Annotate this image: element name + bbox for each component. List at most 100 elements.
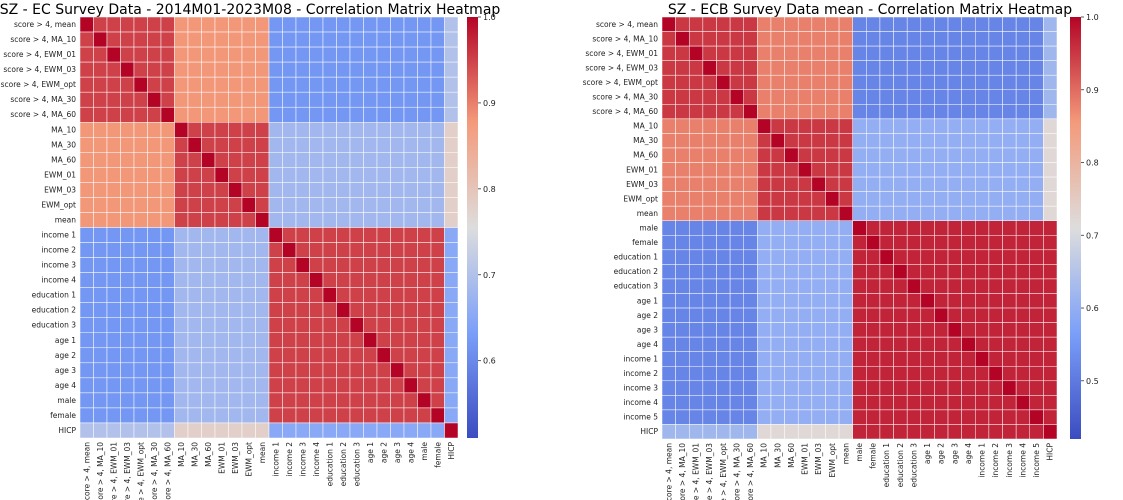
heatmap-cell [920,220,935,236]
heatmap-cell [1002,395,1017,411]
heatmap-cell [934,205,949,221]
heatmap-cell [988,424,1003,440]
heatmap-cell [133,242,148,258]
heatmap-cell [390,302,405,318]
heatmap-cell [906,395,922,411]
heatmap-cell [268,392,283,409]
heatmap-cell [825,380,840,396]
heatmap-cell [363,152,378,168]
heatmap-cell [93,332,108,349]
heatmap-cell [675,409,690,425]
heatmap-cell [947,322,962,338]
heatmap-cell [757,118,772,134]
heatmap-cell [79,407,94,424]
heatmap-cell [661,293,676,309]
x-tick-label: score > 4, MA_10 [678,443,687,500]
heatmap-cell [255,377,270,394]
heatmap-cell [417,272,432,288]
heatmap-cell [228,362,243,379]
heatmap-cell [376,91,391,108]
heatmap-cell [322,122,337,138]
heatmap-cell [770,162,785,178]
y-tick-label: income 4 [41,276,76,285]
heatmap-cell [255,362,270,379]
heatmap-cell [295,392,310,409]
heatmap-cell [390,272,405,288]
y-tick-label: score > 4, EWM_opt [583,78,658,87]
heatmap-cell [309,182,324,198]
heatmap-cell [661,74,676,91]
heatmap-cell [201,362,216,379]
heatmap-cell [852,307,867,323]
heatmap-cell [961,365,976,382]
heatmap-cell [757,176,772,192]
heatmap-cell [825,16,840,32]
heatmap-cell [743,380,758,396]
x-tick-label: male [855,443,864,462]
heatmap-cell [879,307,894,323]
heatmap-cell [879,351,894,367]
heatmap-cell [852,395,867,411]
heatmap-cell [349,272,364,288]
heatmap-cell [228,272,243,288]
heatmap-cell [934,424,949,440]
heatmap-cell [187,317,202,334]
heatmap-cell [268,91,283,108]
heatmap-cell [920,162,935,178]
heatmap-cell [934,31,949,47]
heatmap-cell [444,362,459,379]
heatmap-cell [1029,31,1044,47]
heatmap-cell [920,89,935,105]
heatmap-cell [120,152,135,168]
heatmap-cell [757,336,772,352]
heatmap-cell [975,147,990,163]
heatmap-cell [201,302,216,318]
heatmap-cell [214,347,229,364]
heatmap-cell [403,106,418,123]
heatmap-cell [866,365,881,382]
heatmap-cell [866,45,881,61]
heatmap-cell [403,31,418,48]
heatmap-cell [675,147,690,163]
heatmap-cell [174,422,189,439]
heatmap-cell [838,89,853,105]
heatmap-cell [349,182,364,198]
heatmap-cell [363,347,378,364]
heatmap-cell [770,191,785,207]
heatmap-cell [879,424,894,440]
heatmap-cell [187,302,202,318]
heatmap-cell [743,424,758,440]
heatmap-cell [417,61,432,78]
heatmap-cell [79,46,94,63]
heatmap-cell [363,212,378,228]
heatmap-cell [376,122,391,138]
heatmap-cell [866,380,881,396]
heatmap-cell [852,264,867,280]
heatmap-cell [430,407,445,424]
heatmap-cell [838,133,853,149]
heatmap-cell [241,422,256,439]
heatmap-cell [336,106,351,123]
x-tick-label: score > 4, MA_60 [163,442,172,500]
heatmap-cell [852,133,867,149]
heatmap-cell [1015,235,1031,251]
x-tick-label: score > 4, MA_30 [150,442,159,500]
heatmap-cell [268,332,283,349]
heatmap-cell [255,76,270,93]
heatmap-cell [906,205,922,221]
heatmap-cell [661,336,676,352]
heatmap-cell [729,424,744,440]
heatmap-cell [403,152,418,168]
heatmap-cell [770,205,785,221]
heatmap-cell [961,336,976,352]
heatmap-cell [241,61,256,78]
heatmap-cell [702,60,717,76]
heatmap-cell [160,76,175,93]
heatmap-cell [444,167,459,183]
heatmap-cell [282,152,297,168]
heatmap-cell [1043,45,1058,61]
heatmap-cell [403,16,418,33]
heatmap-cell [120,332,135,349]
y-tick-label: score > 4, MA_30 [10,95,76,104]
heatmap-cell [160,422,175,439]
